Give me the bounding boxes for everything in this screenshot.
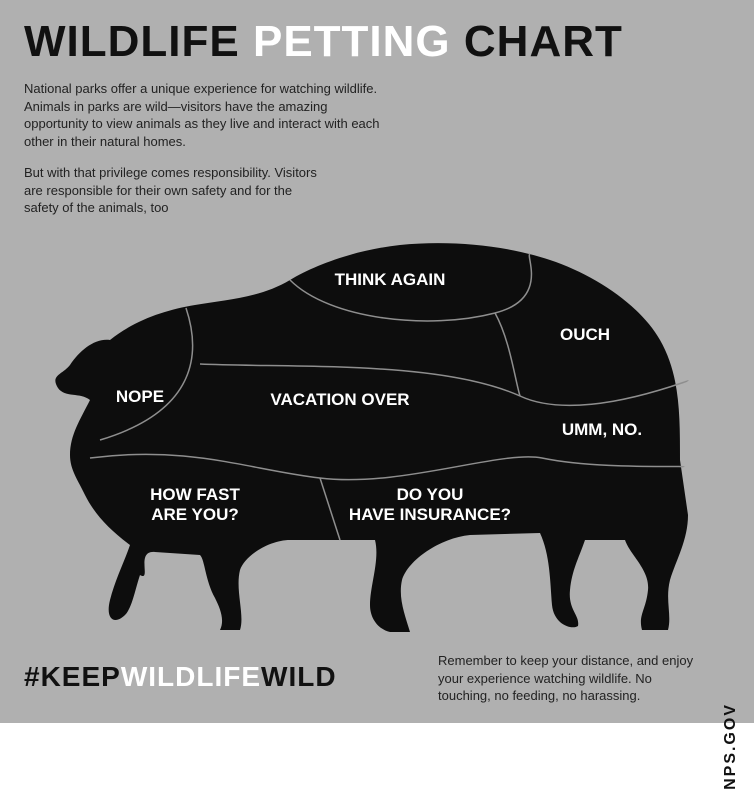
hashtag: #KEEPWILDLIFEWILD [24,661,337,693]
source-credit: NPS.GOV [722,703,740,790]
hashtag-part-1: #KEEP [24,661,121,692]
title-word-3: CHART [464,17,623,66]
main-title: WILDLIFE PETTING CHART [24,20,730,64]
bison-svg: THINK AGAIN OUCH NOPE VACATION OVER UMM, NO.… [40,220,720,640]
intro-paragraph-2: But with that privilege comes responsibi… [24,164,324,217]
hashtag-part-3: WILD [261,661,337,692]
region-label-how_fast_l1: HOW FAST [150,485,240,504]
intro-paragraph-1: National parks offer a unique experience… [24,80,384,150]
title-word-2: PETTING [253,17,451,66]
region-label-think_again: THINK AGAIN [335,270,446,289]
region-label-ouch: OUCH [560,325,610,344]
region-label-insurance_l2: HAVE INSURANCE? [349,505,511,524]
region-label-umm_no: UMM, NO. [562,420,642,439]
title-word-1: WILDLIFE [24,17,240,66]
region-label-vacation_over: VACATION OVER [270,390,409,409]
region-label-how_fast_l2: ARE YOU? [151,505,239,524]
hashtag-part-2: WILDLIFE [121,661,261,692]
poster: WILDLIFE PETTING CHART National parks of… [0,0,754,723]
region-label-nope: NOPE [116,387,164,406]
region-label-insurance_l1: DO YOU [397,485,464,504]
footer-note: Remember to keep your distance, and enjo… [438,652,698,705]
bison-diagram: THINK AGAIN OUCH NOPE VACATION OVER UMM, NO.… [40,220,720,640]
